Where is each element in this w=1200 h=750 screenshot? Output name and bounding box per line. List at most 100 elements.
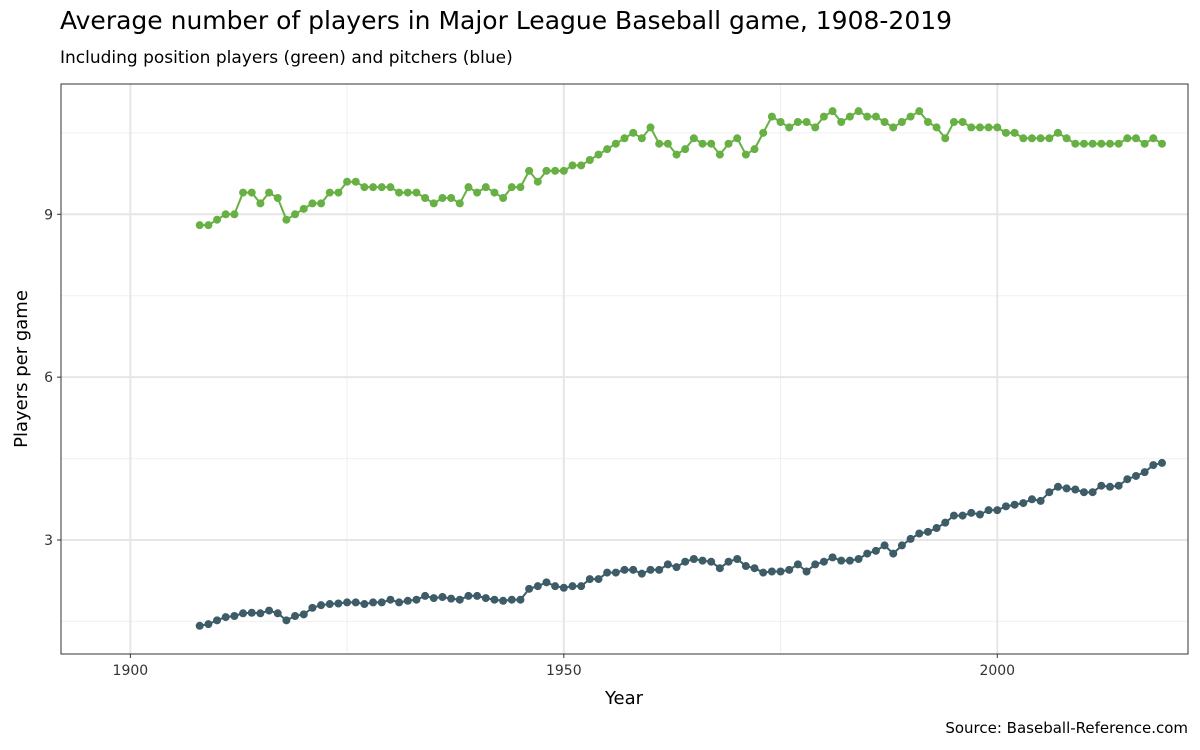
- data-point: [481, 594, 490, 603]
- data-point: [854, 555, 863, 563]
- data-point: [351, 177, 360, 186]
- data-point: [698, 139, 707, 148]
- data-point: [1001, 502, 1010, 511]
- data-point: [1010, 128, 1019, 137]
- data-point: [1062, 484, 1071, 493]
- data-point: [559, 583, 568, 592]
- data-point: [915, 107, 924, 116]
- data-point: [325, 188, 334, 197]
- data-point: [386, 183, 395, 192]
- data-point: [386, 595, 395, 604]
- data-point: [360, 183, 369, 192]
- data-point: [646, 123, 655, 132]
- chart-title: Average number of players in Major Leagu…: [60, 6, 953, 35]
- data-point: [282, 616, 291, 625]
- data-point: [1097, 481, 1106, 490]
- data-point: [273, 609, 282, 618]
- plot-border: [60, 83, 1189, 655]
- data-point: [1114, 139, 1123, 148]
- data-point: [239, 188, 248, 197]
- data-point: [585, 156, 594, 164]
- data-point: [1149, 134, 1158, 143]
- data-point: [395, 598, 404, 607]
- data-point: [620, 565, 629, 574]
- data-point: [863, 549, 872, 558]
- data-point: [967, 123, 976, 132]
- data-point: [291, 612, 300, 620]
- data-point: [603, 145, 612, 154]
- data-point: [837, 556, 846, 565]
- data-point: [395, 188, 404, 197]
- data-point: [715, 150, 724, 159]
- data-point: [1062, 134, 1071, 143]
- data-point: [819, 112, 828, 121]
- data-point: [707, 557, 716, 566]
- data-point: [1053, 128, 1062, 137]
- data-point: [923, 118, 932, 126]
- data-point: [1045, 134, 1054, 143]
- grid-lines: [61, 84, 1188, 654]
- data-point: [256, 609, 265, 618]
- data-point: [1036, 496, 1045, 505]
- data-point: [663, 139, 672, 148]
- chart-subtitle: Including position players (green) and p…: [60, 48, 513, 68]
- data-point: [551, 166, 560, 175]
- data-point: [568, 582, 577, 591]
- data-point: [247, 608, 256, 617]
- data-point: [1131, 471, 1140, 480]
- data-point: [689, 555, 698, 563]
- data-point: [265, 606, 274, 615]
- x-tick-label: 1900: [113, 663, 149, 679]
- data-point: [317, 601, 326, 610]
- y-tick-label: 3: [44, 533, 53, 549]
- data-point: [455, 199, 464, 208]
- data-point: [724, 557, 733, 566]
- data-point: [915, 529, 924, 538]
- data-point: [663, 560, 672, 569]
- data-point: [672, 563, 681, 572]
- data-point: [551, 582, 560, 591]
- data-point: [1097, 139, 1106, 148]
- data-point: [1157, 458, 1166, 467]
- data-point: [1045, 488, 1054, 497]
- data-point: [906, 534, 915, 543]
- data-point: [1019, 499, 1028, 508]
- data-point: [785, 565, 794, 574]
- data-point: [646, 565, 655, 574]
- data-point: [1157, 139, 1166, 148]
- data-point: [455, 595, 464, 604]
- data-point: [481, 183, 490, 192]
- data-point: [291, 210, 300, 219]
- data-point: [889, 549, 898, 558]
- data-point: [369, 183, 378, 192]
- data-point: [759, 128, 768, 137]
- data-point: [923, 527, 932, 536]
- data-point: [239, 609, 248, 618]
- data-point: [1114, 481, 1123, 490]
- data-point: [1010, 500, 1019, 509]
- data-point: [221, 613, 230, 622]
- data-point: [672, 150, 681, 159]
- data-point: [689, 134, 698, 143]
- data-point: [377, 598, 386, 607]
- data-point: [897, 541, 906, 550]
- data-point: [698, 556, 707, 565]
- data-point: [594, 150, 603, 159]
- data-point: [776, 118, 785, 126]
- data-point: [949, 511, 958, 520]
- data-point: [637, 134, 646, 143]
- data-point: [377, 183, 386, 192]
- data-point: [984, 506, 993, 515]
- data-point: [447, 594, 456, 603]
- data-point: [897, 118, 906, 126]
- data-point: [1088, 488, 1097, 497]
- data-point: [1140, 468, 1149, 477]
- data-point: [724, 139, 733, 148]
- series-line: [199, 109, 1163, 227]
- data-point: [507, 183, 516, 192]
- y-tick-label: 9: [44, 207, 53, 223]
- data-point: [1088, 139, 1097, 148]
- data-point: [1123, 134, 1132, 143]
- data-point: [308, 603, 317, 612]
- data-point: [941, 518, 950, 527]
